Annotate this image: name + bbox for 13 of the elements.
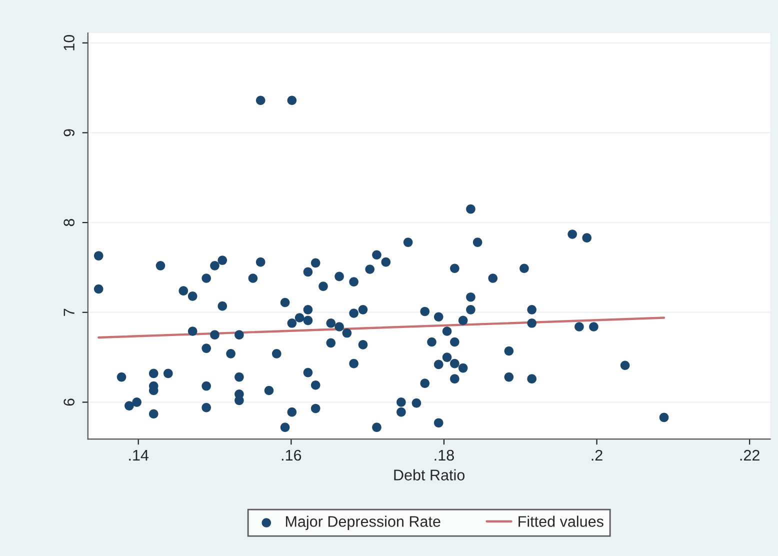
y-tick-label: 9 (64, 129, 74, 136)
y-tick-label: 10 (64, 35, 74, 50)
x-axis-title: Debt Ratio (394, 469, 465, 480)
x-tick-label: .18 (434, 450, 454, 461)
x-tick-label: .14 (129, 450, 149, 461)
legend-label: Fitted values (518, 516, 604, 527)
y-tick-label: 7 (64, 308, 74, 316)
y-tick-label: 6 (64, 398, 74, 406)
y-tick-label: 8 (64, 218, 74, 226)
x-tick-label: .22 (740, 450, 760, 461)
legend-label: Major Depression Rate (286, 516, 440, 530)
x-tick-label: .2 (592, 450, 602, 461)
x-tick-label: .16 (282, 450, 302, 461)
